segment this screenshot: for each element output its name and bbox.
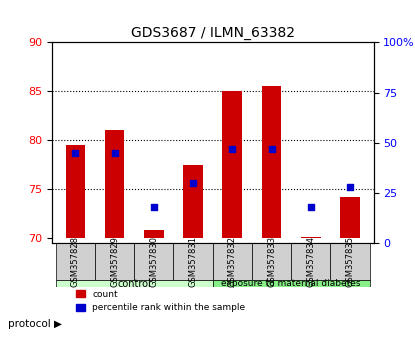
Text: GSM357830: GSM357830 <box>149 236 159 287</box>
Bar <box>183 165 203 238</box>
Text: GSM357834: GSM357834 <box>306 236 315 287</box>
Text: GSM357835: GSM357835 <box>345 236 354 287</box>
FancyBboxPatch shape <box>330 243 370 280</box>
Text: exposure to maternal diabetes: exposure to maternal diabetes <box>221 279 361 288</box>
Bar <box>222 91 242 238</box>
FancyBboxPatch shape <box>56 243 95 280</box>
Text: GSM357833: GSM357833 <box>267 236 276 287</box>
Text: protocol ▶: protocol ▶ <box>8 319 62 329</box>
Point <box>268 146 275 152</box>
Point <box>72 150 79 155</box>
Bar <box>301 237 320 238</box>
FancyBboxPatch shape <box>56 280 213 287</box>
Text: GSM357828: GSM357828 <box>71 236 80 287</box>
Text: control: control <box>117 279 151 289</box>
FancyBboxPatch shape <box>291 243 330 280</box>
Point <box>308 204 314 210</box>
FancyBboxPatch shape <box>252 243 291 280</box>
Bar <box>262 86 281 238</box>
FancyBboxPatch shape <box>134 243 173 280</box>
Bar <box>340 197 360 238</box>
FancyBboxPatch shape <box>213 243 252 280</box>
Point <box>190 180 196 185</box>
Legend: count, percentile rank within the sample: count, percentile rank within the sample <box>73 286 249 316</box>
Point <box>111 150 118 155</box>
Point <box>151 204 157 210</box>
Point <box>229 146 236 152</box>
Point <box>347 184 353 190</box>
Bar <box>66 145 85 238</box>
Title: GDS3687 / ILMN_63382: GDS3687 / ILMN_63382 <box>131 26 295 40</box>
Text: GSM357829: GSM357829 <box>110 236 119 287</box>
FancyBboxPatch shape <box>173 243 213 280</box>
FancyBboxPatch shape <box>95 243 134 280</box>
Text: GSM357831: GSM357831 <box>188 236 198 287</box>
Bar <box>144 230 164 238</box>
Text: GSM357832: GSM357832 <box>228 236 237 287</box>
FancyBboxPatch shape <box>213 280 370 287</box>
Bar <box>105 131 124 238</box>
